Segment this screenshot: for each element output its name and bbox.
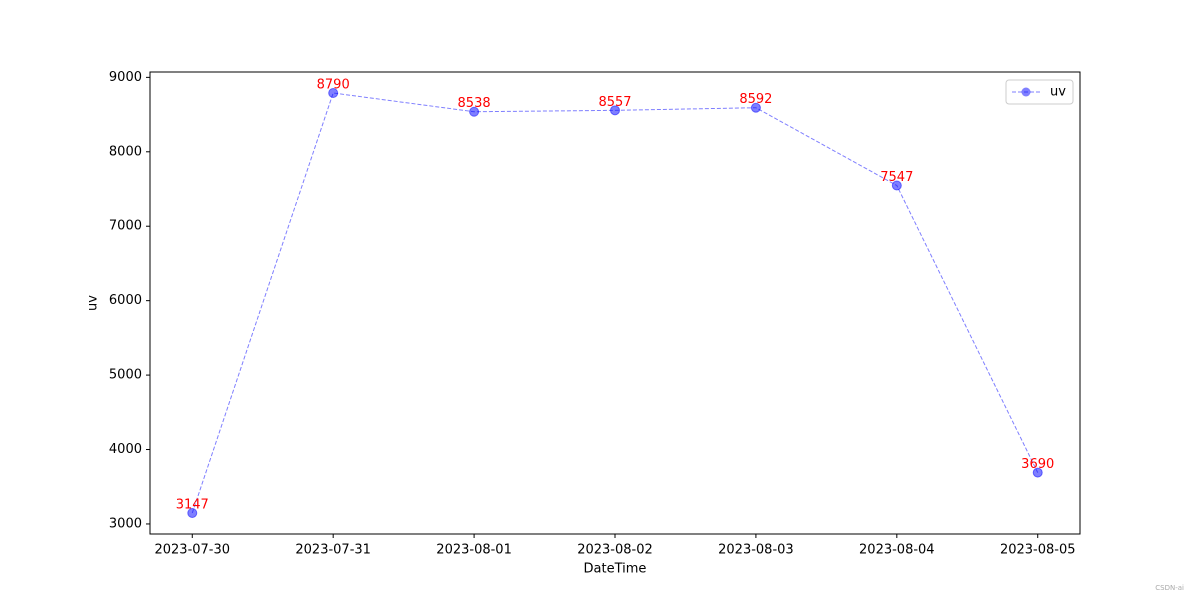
data-point — [328, 87, 339, 98]
data-point — [891, 180, 902, 191]
data-line — [191, 92, 1039, 514]
x-tick-label: 2023-07-31 — [295, 543, 371, 558]
data-point — [469, 106, 480, 117]
y-tick-label: 3000 — [109, 516, 142, 531]
x-axis-label: DateTime — [584, 562, 647, 577]
x-tick-label: 2023-08-04 — [859, 543, 935, 558]
data-label: 3147 — [176, 498, 209, 513]
watermark: CSDN-ai — [1155, 584, 1184, 592]
x-tick-label: 2023-08-02 — [577, 543, 653, 558]
data-label: 8538 — [458, 96, 491, 111]
x-tick-label: 2023-08-05 — [1000, 543, 1076, 558]
x-tick-label: 2023-08-01 — [436, 543, 512, 558]
data-label: 8592 — [739, 92, 772, 107]
data-label: 8557 — [598, 95, 631, 110]
y-axis-label: uv — [86, 295, 101, 311]
data-point — [610, 105, 620, 116]
plot-frame — [149, 71, 1081, 535]
x-tick-label: 2023-07-30 — [154, 543, 230, 558]
y-tick-label: 4000 — [109, 442, 142, 457]
y-tick-label: 5000 — [109, 368, 142, 383]
data-label: 7547 — [880, 170, 913, 185]
data-point — [1032, 467, 1043, 478]
data-label: 8790 — [317, 77, 350, 92]
x-tick-label: 2023-08-03 — [718, 543, 794, 558]
legend-label: uv — [1050, 85, 1066, 100]
legend-marker — [1021, 87, 1031, 97]
data-label: 3690 — [1021, 457, 1054, 472]
data-point — [750, 102, 761, 113]
y-tick-label: 7000 — [109, 219, 142, 234]
data-point — [187, 508, 198, 519]
y-tick-label: 9000 — [109, 70, 142, 85]
y-tick-label: 8000 — [109, 144, 142, 159]
y-tick-label: 6000 — [109, 293, 142, 308]
